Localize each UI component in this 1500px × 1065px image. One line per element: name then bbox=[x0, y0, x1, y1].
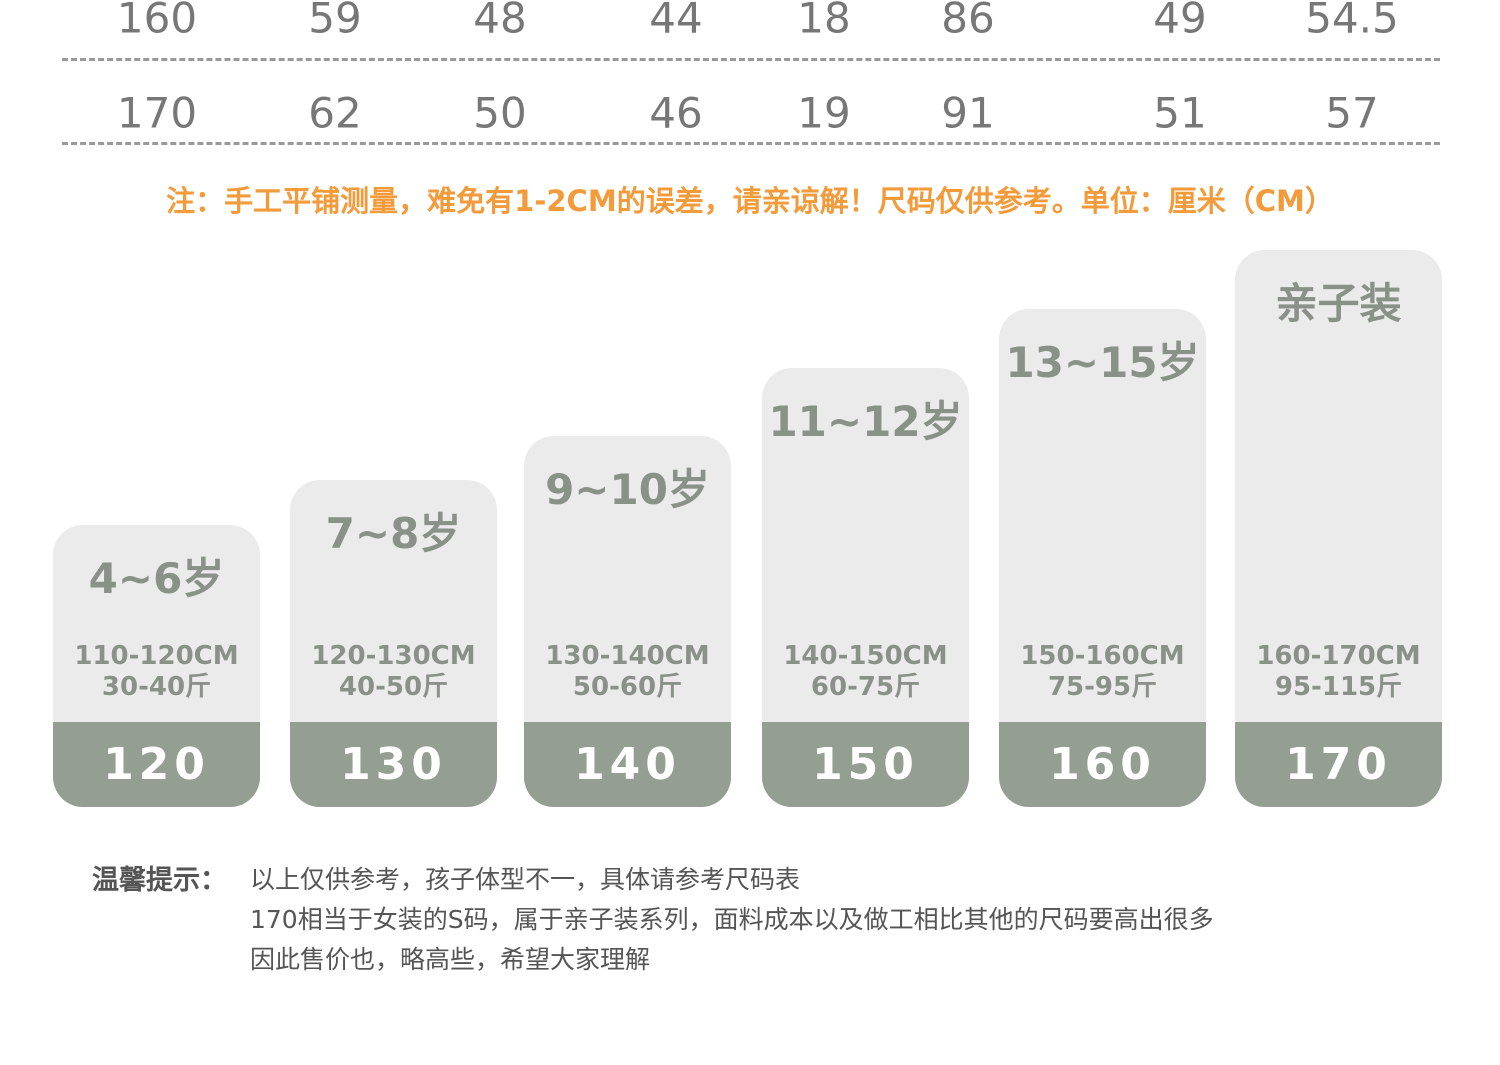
table-cell: 170 bbox=[116, 88, 198, 138]
weight-range: 40-50斤 bbox=[338, 672, 449, 702]
table-cell: 51 bbox=[1153, 88, 1207, 138]
tip-line: 170相当于女装的S码，属于亲子装系列，面料成本以及做工相比其他的尺码要高出很多 bbox=[250, 905, 1214, 934]
table-cell: 44 bbox=[649, 0, 703, 43]
divider bbox=[62, 58, 1440, 61]
size-card: 7~8岁 120-130CM 40-50斤 130 bbox=[290, 480, 497, 807]
size-card: 9~10岁 130-140CM 50-60斤 140 bbox=[524, 436, 731, 807]
table-cell: 18 bbox=[797, 0, 851, 43]
tip-line: 因此售价也，略高些，希望大家理解 bbox=[250, 945, 651, 974]
age-label: 11~12岁 bbox=[768, 397, 963, 446]
tip-line: 以上仅供参考，孩子体型不一，具体请参考尺码表 bbox=[250, 865, 801, 894]
table-cell: 57 bbox=[1325, 88, 1379, 138]
divider bbox=[62, 142, 1440, 145]
height-range: 110-120CM bbox=[74, 641, 239, 671]
table-cell: 54.5 bbox=[1305, 0, 1399, 43]
age-label: 9~10岁 bbox=[545, 465, 710, 514]
size-label: 130 bbox=[290, 722, 497, 807]
age-label: 13~15岁 bbox=[1005, 338, 1200, 387]
age-label: 4~6岁 bbox=[88, 554, 225, 603]
table-cell: 86 bbox=[941, 0, 995, 43]
size-card: 13~15岁 150-160CM 75-95斤 160 bbox=[999, 309, 1206, 807]
table-cell: 46 bbox=[649, 88, 703, 138]
size-label: 150 bbox=[762, 722, 969, 807]
weight-range: 60-75斤 bbox=[810, 672, 921, 702]
weight-range: 50-60斤 bbox=[572, 672, 683, 702]
age-label: 亲子装 bbox=[1275, 279, 1402, 328]
weight-range: 30-40斤 bbox=[101, 672, 212, 702]
size-label: 140 bbox=[524, 722, 731, 807]
table-cell: 48 bbox=[473, 0, 527, 43]
table-cell: 19 bbox=[797, 88, 851, 138]
size-card: 11~12岁 140-150CM 60-75斤 150 bbox=[762, 368, 969, 807]
size-label: 120 bbox=[53, 722, 260, 807]
size-label: 170 bbox=[1235, 722, 1442, 807]
table-cell: 50 bbox=[473, 88, 527, 138]
weight-range: 95-115斤 bbox=[1274, 672, 1403, 702]
tip-label: 温馨提示： bbox=[92, 865, 227, 896]
table-cell: 91 bbox=[941, 88, 995, 138]
table-cell: 160 bbox=[116, 0, 198, 43]
height-range: 160-170CM bbox=[1256, 641, 1421, 671]
note: 注：手工平铺测量，难免有1-2CM的误差，请亲谅解！尺码仅供参考。单位：厘米（C… bbox=[166, 184, 1334, 218]
table-cell: 59 bbox=[308, 0, 362, 43]
age-label: 7~8岁 bbox=[325, 509, 462, 558]
height-range: 120-130CM bbox=[311, 641, 476, 671]
size-card: 4~6岁 110-120CM 30-40斤 120 bbox=[53, 525, 260, 807]
size-label: 160 bbox=[999, 722, 1206, 807]
height-range: 140-150CM bbox=[783, 641, 948, 671]
size-card: 亲子装 160-170CM 95-115斤 170 bbox=[1235, 250, 1442, 807]
table-cell: 62 bbox=[308, 88, 362, 138]
height-range: 150-160CM bbox=[1020, 641, 1185, 671]
height-range: 130-140CM bbox=[545, 641, 710, 671]
table-cell: 49 bbox=[1153, 0, 1207, 43]
weight-range: 75-95斤 bbox=[1047, 672, 1158, 702]
